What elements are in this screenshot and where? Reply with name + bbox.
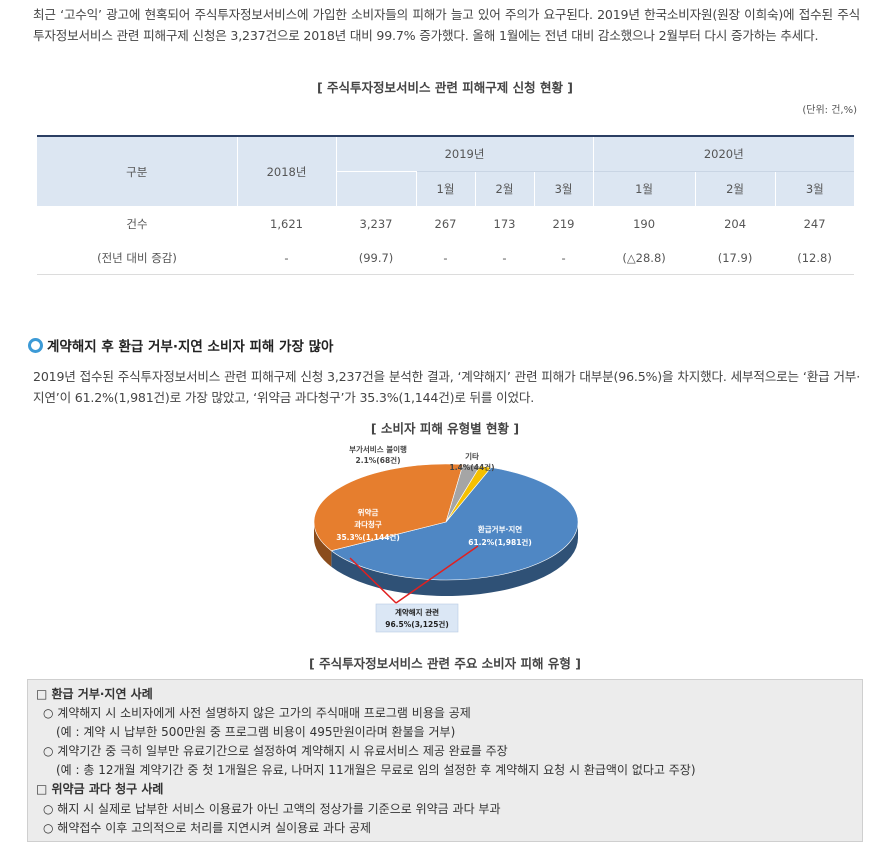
callout-lines [349, 545, 479, 604]
row-label: (전년 대비 증감) [37, 242, 237, 275]
slice-0-side [331, 522, 578, 596]
header-month: 1월 [415, 171, 475, 206]
pie-chart-svg: 환급거부·지연 61.2%(1,981건) 위약금 과다청구 35.3%(1,1… [313, 444, 579, 633]
slice-label-addon-value: 2.1%(68건) [356, 455, 401, 465]
slice-label-penalty-value: 35.3%(1,144건) [336, 532, 400, 542]
circle-bullet-icon [28, 338, 43, 353]
refund-case-item: ○ 계약해지 시 소비자에게 사전 설명하지 않은 고가의 주식매매 프로그램 … [43, 706, 471, 720]
callout-line-left [349, 557, 397, 604]
table-cell: (12.8) [775, 242, 855, 275]
header-month: 3월 [774, 171, 855, 206]
slice-label-penalty-name2: 과다청구 [354, 519, 382, 529]
slice-label-etc-value: 1.4%(44건) [450, 462, 495, 472]
header-2018: 2018년 [236, 135, 336, 206]
table-row: (전년 대비 증감) - (99.7) - - - (△28.8) (17.9)… [37, 242, 855, 275]
table-cell: (△28.8) [593, 242, 696, 275]
table-cell: - [237, 242, 336, 275]
penalty-cases-title: □ 위약금 과다 청구 사례 [36, 782, 164, 796]
table-cell: 173 [493, 217, 516, 231]
penalty-case-item: ○ 해약접수 이후 고의적으로 처리를 지연시켜 실이용료 과다 공제 [43, 821, 372, 835]
slice-label-addon-name: 부가서비스 불이행 [349, 444, 407, 454]
refund-case-item: ○ 계약기간 중 극히 일부만 유료기간으로 설정하여 계약해지 시 유료서비스… [43, 744, 508, 758]
pie-tops [313, 463, 579, 581]
complaints-table: 구분 2018년 2019년 2020년 1월 2월 3월 1월 2월 3월 건… [37, 135, 855, 275]
table-caption: [ 주식투자정보서비스 관련 피해구제 신청 현황 ] [316, 80, 574, 95]
header-2019-total [335, 171, 416, 206]
table-cell: 219 [552, 217, 575, 231]
pie-chart: 환급거부·지연 61.2%(1,981건) 위약금 과다청구 35.3%(1,1… [300, 438, 600, 638]
refund-cases-title: □ 환급 거부·지연 사례 [36, 687, 153, 701]
header-category: 구분 [37, 135, 237, 206]
unit-label: (단위: 건,%) [802, 105, 857, 116]
slice-label-refund-name: 환급거부·지연 [478, 524, 522, 534]
table-cell: 204 [724, 217, 747, 231]
section-heading: 계약해지 후 환급 거부·지연 소비자 피해 가장 많아 [28, 335, 333, 355]
header-month: 3월 [533, 171, 594, 206]
refund-case-example: (예 : 총 12개월 계약기간 중 첫 1개월은 유료, 나머지 11개월은 … [56, 763, 696, 777]
table-cell: - [416, 242, 475, 275]
row-label: 건수 [126, 217, 148, 231]
intro-paragraph: 최근 ‘고수익’ 광고에 현혹되어 주식투자정보서비스에 가입한 소비자들의 피… [33, 7, 860, 43]
table-cell: 3,237 [359, 217, 393, 231]
slice-1-side [314, 522, 332, 567]
header-2019: 2019년 [335, 135, 594, 172]
header-month: 2월 [474, 171, 534, 206]
slice-0-top [330, 467, 579, 581]
header-month: 2월 [694, 171, 776, 206]
cases-box: □ 환급 거부·지연 사례 ○ 계약해지 시 소비자에게 사전 설명하지 않은 … [27, 679, 863, 842]
pie-sides [314, 522, 578, 596]
refund-case-example: (예 : 계약 시 납부한 500만원 중 프로그램 비용이 495만원이라며 … [56, 725, 456, 739]
cases-caption: [ 주식투자정보서비스 관련 주요 소비자 피해 유형 ] [309, 656, 581, 671]
table-cell: (17.9) [695, 242, 776, 275]
table-cell: 1,621 [270, 217, 303, 231]
table-cell: - [475, 242, 534, 275]
section-heading-text: 계약해지 후 환급 거부·지연 소비자 피해 가장 많아 [47, 339, 334, 355]
slice-label-etc-name: 기타 [465, 451, 479, 461]
callout-name: 계약해지 관련 [395, 607, 439, 617]
table-cell: 267 [434, 217, 457, 231]
chart-caption: [ 소비자 피해 유형별 현황 ] [370, 421, 520, 436]
callout-box: 계약해지 관련 96.5%(3,125건) [375, 603, 459, 633]
header-2020: 2020년 [592, 135, 855, 172]
slice-1-top [313, 463, 464, 552]
section-paragraph: 2019년 접수된 주식투자정보서비스 관련 피해구제 신청 3,237건을 분… [33, 369, 860, 405]
slice-3-top [445, 465, 492, 523]
header-month: 1월 [592, 171, 696, 206]
slice-label-penalty-name1: 위약금 [358, 507, 379, 517]
slice-label-refund-value: 61.2%(1,981건) [468, 537, 532, 547]
table-cell: 247 [803, 217, 826, 231]
callout-line-right [395, 545, 479, 604]
table-cell: (99.7) [336, 242, 416, 275]
penalty-case-item: ○ 해지 시 실제로 납부한 서비스 이용료가 아닌 고액의 정상가를 기준으로… [43, 802, 501, 816]
table-cell: - [534, 242, 594, 275]
table-cell: 190 [633, 217, 656, 231]
callout-value: 96.5%(3,125건) [385, 619, 449, 629]
table-row: 건수 1,621 3,237 267 173 219 190 204 247 [37, 206, 854, 242]
